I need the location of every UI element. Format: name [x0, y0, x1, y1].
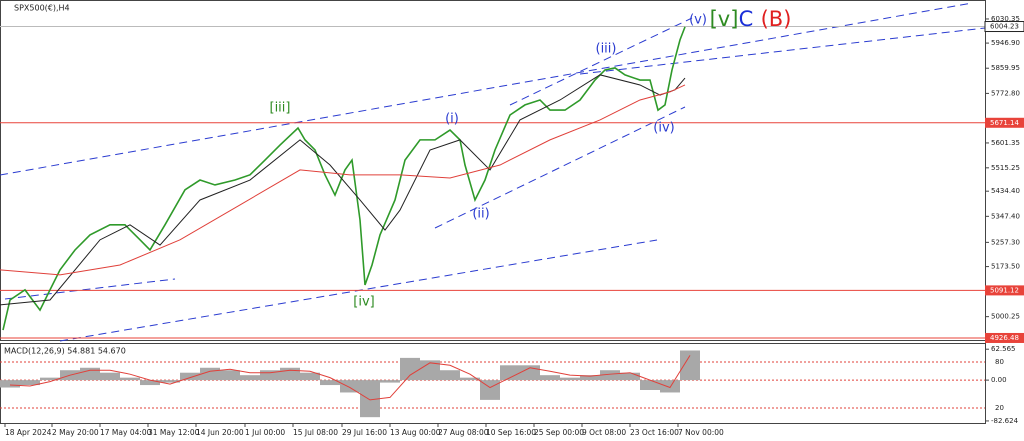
x-tick-label: 7 Nov 00:00: [678, 428, 724, 437]
x-tick-label: 9 Oct 08:00: [582, 428, 626, 437]
y-tick-label: 5946.90: [991, 39, 1020, 47]
x-tick-label: 1 Jul 00:00: [245, 428, 285, 437]
x-tick-label: 13 Aug 00:00: [390, 428, 441, 437]
macd-bar: [540, 375, 560, 381]
macd-bar: [600, 370, 620, 381]
macd-bar: [240, 375, 260, 381]
macd-bar: [500, 365, 520, 381]
chart-title: SPX500(€),H4: [14, 4, 70, 13]
trendline: [434, 106, 686, 229]
macd-bar: [360, 380, 380, 418]
wave-label: (i): [445, 112, 459, 127]
wave-label: [iv]: [353, 295, 374, 310]
macd-bar: [460, 377, 480, 381]
macd-bar: [580, 375, 600, 381]
current-price-box: [984, 21, 1024, 33]
trendline: [579, 27, 986, 75]
macd-bar: [40, 377, 60, 381]
wave-label: (iv): [653, 121, 674, 136]
level-box: [985, 285, 1024, 296]
macd-y-tick-label: 62.565: [991, 345, 1016, 353]
macd-bar: [160, 380, 180, 383]
wave-label: [v]: [710, 7, 739, 31]
wave-label: C: [739, 7, 754, 31]
wave-label: (B): [761, 7, 792, 31]
macd-bar: [120, 377, 140, 381]
current-price-label: 6004.23: [990, 23, 1019, 31]
macd-bar: [380, 380, 400, 383]
macd-bar: [0, 380, 20, 388]
macd-y-tick-label: 0.00: [991, 376, 1007, 384]
macd-bar: [560, 377, 580, 381]
x-tick-label: 31 May 12:00: [148, 428, 200, 437]
macd-bar: [620, 372, 640, 381]
macd-bar: [20, 380, 40, 386]
level-label: 5091.12: [990, 286, 1019, 294]
macd-bar: [640, 380, 660, 390]
level-box: [985, 332, 1024, 343]
x-tick-label: 17 May 04:00: [100, 428, 152, 437]
macd-bar: [400, 357, 420, 381]
y-tick-label: 5859.95: [991, 64, 1020, 72]
y-tick-label: 5000.25: [991, 313, 1020, 321]
macd-y-tick-label: -82.624: [991, 417, 1019, 425]
macd-bar: [320, 380, 340, 386]
x-tick-label: 18 Apr 2024: [5, 428, 52, 437]
trendline: [509, 17, 693, 106]
y-tick-label: 5257.30: [991, 238, 1020, 246]
y-tick-label: 5601.35: [991, 139, 1020, 147]
level-box: [985, 117, 1024, 128]
wave-label: (iii): [596, 42, 617, 57]
wave-label: [iii]: [270, 101, 291, 116]
macd-bar: [660, 380, 680, 393]
macd-bar: [220, 370, 240, 381]
macd-bar: [440, 370, 460, 381]
y-tick-label: 5434.40: [991, 187, 1020, 195]
macd-title: MACD(12,26,9) 54.881 54.670: [4, 347, 126, 356]
macd-level-label: 20: [995, 404, 1004, 412]
macd-bar: [140, 380, 160, 386]
main-frame: [0, 0, 986, 341]
level-label: 5671.14: [990, 119, 1019, 127]
level-label: 4926.48: [990, 334, 1019, 342]
x-tick-label: 2 May 20:00: [52, 428, 99, 437]
y-tick-label: 5515.25: [991, 164, 1020, 172]
macd-bar: [680, 350, 700, 381]
macd-bar: [100, 372, 120, 381]
x-tick-label: 10 Sep 16:00: [486, 428, 536, 437]
macd-level-label: 80: [995, 358, 1004, 366]
macd-bar: [300, 372, 320, 381]
trendline: [4, 278, 176, 300]
macd-bar: [340, 380, 360, 393]
x-tick-label: 14 Jun 20:00: [196, 428, 244, 437]
wave-label: (ii): [472, 207, 489, 222]
macd-bar: [80, 367, 100, 381]
y-tick-label: 6030.35: [991, 15, 1020, 23]
macd-bar: [260, 370, 280, 381]
wave-label: (v): [689, 13, 707, 28]
x-tick-label: 15 Jul 08:00: [293, 428, 338, 437]
x-tick-label: 27 Aug 08:00: [438, 428, 489, 437]
trendline: [0, 2, 973, 176]
x-tick-label: 29 Jul 16:00: [342, 428, 387, 437]
y-tick-label: 5173.50: [991, 263, 1020, 271]
x-tick-label: 25 Sep 00:00: [534, 428, 584, 437]
macd-bar: [280, 367, 300, 381]
macd-bar: [420, 360, 440, 381]
signal-line: [9, 355, 691, 401]
y-tick-label: 5772.80: [991, 89, 1020, 97]
series-line: [0, 84, 686, 276]
x-tick-label: 23 Oct 16:00: [630, 428, 679, 437]
y-tick-label: 5347.40: [991, 212, 1020, 220]
series-line: [0, 74, 686, 306]
macd-bar: [180, 372, 200, 381]
